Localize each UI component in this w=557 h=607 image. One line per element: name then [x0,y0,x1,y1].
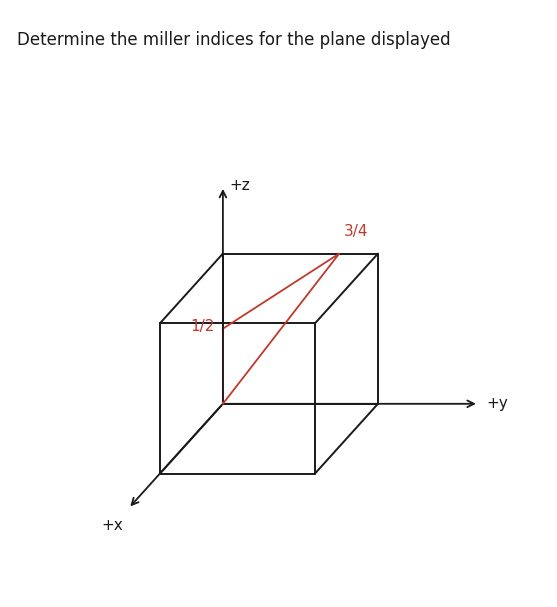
Text: +z: +z [229,178,251,194]
Text: Determine the miller indices for the plane displayed: Determine the miller indices for the pla… [17,31,451,49]
Text: 3/4: 3/4 [344,224,369,239]
Text: +x: +x [102,518,124,533]
Text: 1/2: 1/2 [190,319,215,334]
Text: +y: +y [486,396,508,412]
